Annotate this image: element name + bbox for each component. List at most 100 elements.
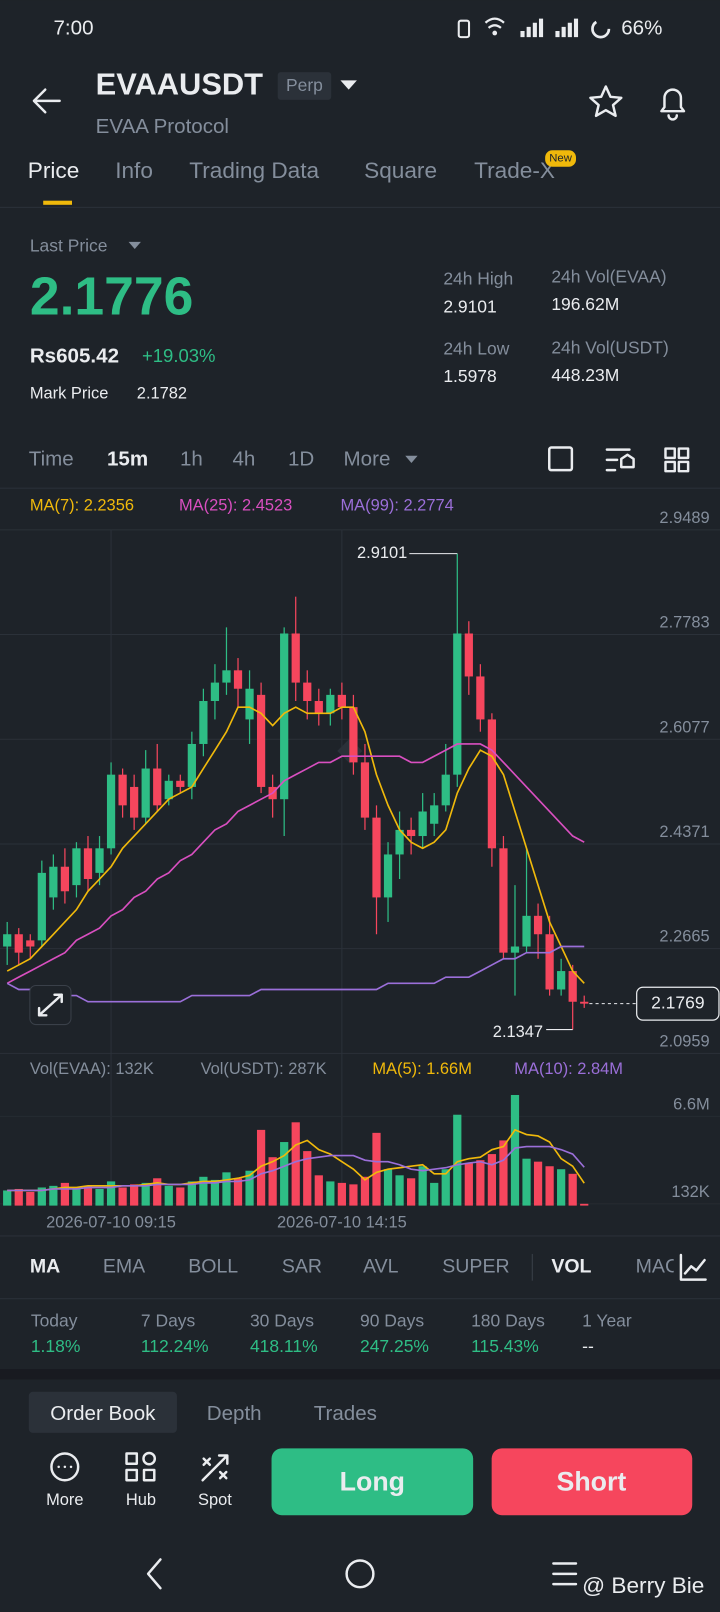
candle-body xyxy=(372,817,381,898)
volume-bar xyxy=(372,1132,381,1206)
signal-icon xyxy=(520,18,544,38)
interval[interactable]: Time xyxy=(29,447,74,470)
indicator[interactable]: SAR xyxy=(282,1255,322,1277)
indicator[interactable]: SUPER xyxy=(442,1255,509,1277)
volume-bar xyxy=(222,1172,231,1206)
volume-bar xyxy=(291,1122,300,1206)
hub-icon-cell xyxy=(142,1451,157,1466)
price-axis-label: 2.4371 xyxy=(659,823,709,841)
high-label: 2.9101 xyxy=(357,544,407,562)
short-button[interactable] xyxy=(491,1448,693,1516)
candle-body xyxy=(441,774,450,806)
tab[interactable]: Price xyxy=(28,158,80,183)
candle-body xyxy=(349,707,358,763)
action-label[interactable]: More xyxy=(46,1491,83,1509)
volume-bar xyxy=(130,1184,139,1206)
candle-body xyxy=(141,768,150,818)
action-label[interactable]: Spot xyxy=(198,1491,232,1509)
performance: Today 1.18% 7 Days 112.24% 30 Days 418.11% 90 … xyxy=(31,1310,632,1356)
book-tab[interactable]: Depth xyxy=(207,1402,262,1425)
action-label[interactable]: Hub xyxy=(126,1491,156,1509)
candle-body xyxy=(326,694,335,714)
volume-bar xyxy=(383,1169,393,1206)
spot-icon[interactable] xyxy=(201,1454,229,1482)
indicator[interactable]: MACD xyxy=(636,1255,694,1277)
tab[interactable]: Trading Data xyxy=(189,158,319,183)
period-label: 180 Days xyxy=(471,1310,545,1330)
volume-bar xyxy=(533,1161,543,1206)
candle-body xyxy=(72,848,81,886)
tab[interactable]: Trade-X xyxy=(474,158,555,183)
interval[interactable]: 4h xyxy=(232,447,255,470)
indicator-settings[interactable] xyxy=(679,1253,707,1281)
current-price-box xyxy=(636,986,720,1021)
layout-button[interactable] xyxy=(664,447,676,460)
current-price-label: 2.1769 xyxy=(651,992,704,1012)
nav-home[interactable] xyxy=(345,1559,375,1589)
battery-icon xyxy=(591,19,611,39)
tab[interactable]: Info xyxy=(115,158,153,183)
volume-bar xyxy=(256,1129,266,1206)
status-icons xyxy=(457,17,611,39)
candle-body xyxy=(291,633,300,683)
candle-body xyxy=(568,971,577,1002)
alert-button[interactable] xyxy=(660,88,686,121)
volume-bar xyxy=(580,1203,589,1206)
interval[interactable]: 1h xyxy=(180,447,203,470)
settings-button[interactable] xyxy=(605,448,635,472)
low-label: 2.1347 xyxy=(493,1023,543,1041)
interval[interactable]: More xyxy=(344,447,391,470)
candle-body xyxy=(153,768,162,806)
fullscreen-button[interactable] xyxy=(548,446,574,472)
more-dropdown[interactable] xyxy=(405,455,418,463)
candle-body xyxy=(522,915,531,947)
perp-badge xyxy=(277,72,332,100)
indicator[interactable]: MA xyxy=(30,1255,60,1277)
last-price-dropdown[interactable] xyxy=(128,241,141,250)
ma-legend: MA(25): 2.4523 xyxy=(179,497,292,515)
book-tab[interactable]: Order Book xyxy=(50,1402,156,1425)
interval[interactable]: 1D xyxy=(288,447,314,470)
indicator[interactable]: VOL xyxy=(551,1255,591,1277)
long-button-label: Long xyxy=(340,1466,405,1496)
stat-value: 448.23M xyxy=(551,365,619,385)
indicator[interactable]: AVL xyxy=(363,1255,399,1277)
favorite-button[interactable] xyxy=(589,85,623,118)
divider xyxy=(0,1235,720,1237)
candle-body xyxy=(510,946,520,953)
candle-body xyxy=(3,934,12,947)
hub-icon-cell xyxy=(125,1452,139,1466)
back-button[interactable] xyxy=(32,88,61,114)
indicator[interactable]: EMA xyxy=(103,1255,145,1277)
tab[interactable]: Square xyxy=(364,158,437,183)
expand-icon xyxy=(37,993,63,1017)
watermark: @ Berry Bie xyxy=(582,1573,704,1598)
volume-bar xyxy=(49,1185,58,1206)
more-icon[interactable] xyxy=(50,1452,80,1482)
period-label: 7 Days xyxy=(141,1310,196,1330)
period-return: 115.43% xyxy=(471,1336,539,1356)
layout-button-cell xyxy=(664,460,676,473)
nav-back[interactable] xyxy=(146,1558,162,1590)
book-tab[interactable]: Trades xyxy=(314,1402,377,1425)
stat-value: 196.62M xyxy=(551,294,619,314)
indicator-divider xyxy=(531,1253,533,1281)
volume-bar xyxy=(176,1187,185,1206)
nav-recents[interactable] xyxy=(552,1562,578,1586)
time-axis-label: 2026-07-10 09:15 xyxy=(46,1213,176,1231)
interval[interactable]: 15m xyxy=(107,447,148,470)
candle-body xyxy=(430,805,439,824)
indicator[interactable]: BOLL xyxy=(188,1255,238,1277)
hub-icon[interactable] xyxy=(125,1451,157,1482)
period-return: 247.25% xyxy=(360,1336,429,1356)
candle-body xyxy=(37,872,46,941)
volume-bar xyxy=(210,1179,220,1206)
symbol-dropdown[interactable] xyxy=(340,80,357,90)
price-change: +19.03% xyxy=(142,345,216,366)
volume-bar xyxy=(3,1190,12,1206)
volume-bar xyxy=(280,1142,289,1206)
long-button[interactable] xyxy=(271,1448,474,1516)
volume-bar xyxy=(303,1151,312,1206)
candle-body xyxy=(383,854,393,898)
